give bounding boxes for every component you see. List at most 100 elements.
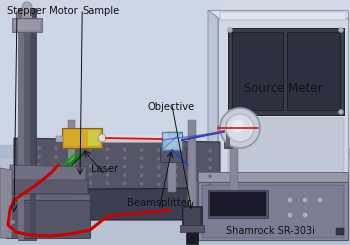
Circle shape	[89, 156, 92, 159]
Circle shape	[174, 183, 177, 186]
Polygon shape	[186, 228, 198, 244]
Polygon shape	[30, 10, 36, 238]
Polygon shape	[0, 168, 12, 238]
Polygon shape	[336, 228, 344, 235]
Circle shape	[208, 158, 212, 161]
Circle shape	[71, 181, 75, 184]
Polygon shape	[226, 122, 230, 146]
Polygon shape	[228, 28, 344, 115]
Circle shape	[37, 181, 41, 184]
Polygon shape	[232, 32, 283, 110]
Circle shape	[208, 149, 212, 153]
Text: Beamsplitter: Beamsplitter	[127, 198, 191, 208]
Polygon shape	[62, 128, 102, 148]
Polygon shape	[160, 148, 186, 162]
Circle shape	[302, 197, 308, 203]
Circle shape	[140, 148, 143, 152]
Polygon shape	[12, 18, 42, 32]
Circle shape	[37, 172, 41, 176]
Text: Laser: Laser	[91, 164, 119, 174]
Polygon shape	[198, 182, 348, 240]
Text: Objective: Objective	[148, 102, 195, 111]
Circle shape	[71, 164, 75, 168]
Polygon shape	[0, 155, 350, 245]
Polygon shape	[9, 220, 15, 224]
Circle shape	[106, 156, 109, 159]
Circle shape	[140, 173, 143, 177]
Polygon shape	[0, 0, 350, 155]
Circle shape	[338, 110, 343, 114]
Polygon shape	[218, 18, 348, 188]
Circle shape	[106, 147, 109, 151]
Polygon shape	[8, 178, 88, 194]
Circle shape	[22, 2, 32, 12]
Polygon shape	[208, 190, 268, 218]
Circle shape	[20, 163, 24, 167]
Polygon shape	[10, 165, 86, 180]
Circle shape	[157, 182, 161, 186]
Circle shape	[287, 197, 293, 203]
Text: Source Meter: Source Meter	[244, 82, 323, 95]
Polygon shape	[6, 192, 90, 238]
Circle shape	[228, 110, 232, 114]
Circle shape	[228, 27, 232, 33]
Circle shape	[140, 182, 143, 186]
Circle shape	[140, 157, 143, 160]
Circle shape	[174, 148, 177, 152]
Polygon shape	[18, 8, 36, 240]
Circle shape	[123, 182, 126, 185]
Circle shape	[54, 172, 58, 176]
Circle shape	[226, 114, 254, 142]
Polygon shape	[218, 126, 258, 130]
Circle shape	[89, 164, 92, 168]
Circle shape	[106, 164, 109, 168]
Circle shape	[157, 148, 161, 152]
Polygon shape	[208, 10, 218, 188]
Polygon shape	[9, 206, 15, 210]
Circle shape	[20, 155, 24, 158]
Circle shape	[191, 149, 195, 152]
Polygon shape	[162, 132, 182, 150]
Circle shape	[220, 108, 260, 148]
Circle shape	[54, 181, 58, 184]
Polygon shape	[208, 10, 348, 18]
Polygon shape	[14, 188, 220, 220]
Circle shape	[20, 180, 24, 184]
Circle shape	[191, 157, 195, 161]
Text: Stepper Motor: Stepper Motor	[7, 6, 78, 16]
Circle shape	[174, 174, 177, 178]
Polygon shape	[102, 135, 162, 142]
Polygon shape	[102, 135, 162, 138]
Polygon shape	[0, 145, 350, 158]
Circle shape	[37, 147, 41, 150]
Polygon shape	[188, 120, 196, 210]
Polygon shape	[198, 172, 348, 182]
Circle shape	[20, 146, 24, 150]
Circle shape	[106, 173, 109, 177]
Circle shape	[98, 134, 106, 142]
Circle shape	[89, 147, 92, 151]
Polygon shape	[287, 32, 340, 110]
Circle shape	[287, 212, 293, 218]
Circle shape	[106, 182, 109, 185]
Polygon shape	[22, 8, 32, 18]
Polygon shape	[64, 130, 100, 146]
Polygon shape	[188, 178, 198, 240]
Polygon shape	[202, 185, 344, 238]
Circle shape	[191, 174, 195, 178]
Polygon shape	[18, 8, 24, 240]
Polygon shape	[68, 120, 75, 165]
Polygon shape	[14, 138, 220, 190]
Circle shape	[71, 147, 75, 151]
Polygon shape	[182, 206, 202, 228]
Circle shape	[37, 163, 41, 167]
Circle shape	[37, 155, 41, 159]
Polygon shape	[230, 122, 238, 200]
Circle shape	[191, 166, 195, 169]
Polygon shape	[6, 200, 90, 238]
Polygon shape	[220, 0, 350, 185]
Polygon shape	[56, 136, 63, 142]
Circle shape	[123, 148, 126, 151]
Polygon shape	[228, 118, 344, 182]
Circle shape	[338, 27, 343, 33]
